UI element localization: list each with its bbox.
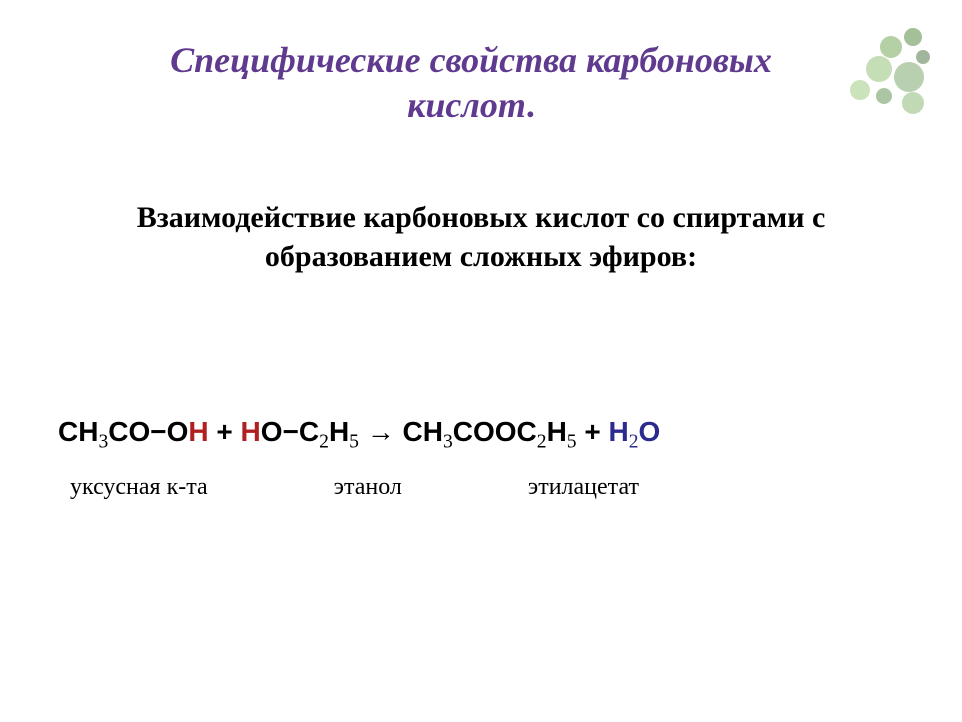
- eq-p03: CO−O: [108, 416, 188, 447]
- slide-title: Специфические свойства карбоновых кислот…: [0, 0, 962, 128]
- eq-p19: H: [609, 416, 629, 447]
- deco-dot: [866, 56, 892, 82]
- label-1: уксусная к-та: [70, 474, 208, 501]
- eq-p12: → CH: [359, 416, 443, 447]
- eq-p17: 5: [567, 432, 577, 453]
- reaction-equation: CH3CO−OH + HO−C2H5 → CH3COOC2H5 + H2O: [0, 416, 962, 448]
- slide: Специфические свойства карбоновых кислот…: [0, 0, 962, 722]
- deco-dot: [916, 50, 930, 64]
- deco-dot: [902, 92, 924, 114]
- eq-p04: H: [188, 416, 208, 447]
- eq-p01: CH: [58, 416, 98, 447]
- eq-p08: −C: [283, 416, 320, 447]
- deco-dot: [876, 88, 892, 104]
- title-line-1: Специфические свойства карбоновых: [170, 40, 772, 80]
- eq-p11: 5: [349, 432, 359, 453]
- deco-dot: [880, 36, 902, 58]
- deco-dot: [850, 80, 870, 100]
- compound-labels: уксусная к-та этанол этилацетат: [0, 474, 962, 501]
- eq-p06: H: [241, 416, 261, 447]
- eq-p05: +: [209, 416, 241, 447]
- eq-p10: H: [329, 416, 349, 447]
- deco-dot: [894, 62, 924, 92]
- eq-p21: O: [639, 416, 661, 447]
- eq-p16: H: [547, 416, 567, 447]
- slide-subtitle: Взаимодействие карбоновых кислот со спир…: [0, 198, 962, 276]
- label-3: этилацетат: [528, 474, 639, 501]
- eq-p02: 3: [98, 432, 108, 453]
- eq-p13: 3: [443, 432, 453, 453]
- eq-p07: O: [261, 416, 283, 447]
- label-2: этанол: [334, 474, 402, 501]
- title-dot: .: [526, 85, 535, 125]
- eq-p09: 2: [319, 432, 329, 453]
- subtitle-line-2: образованием сложных эфиров:: [265, 240, 697, 273]
- subtitle-line-1: Взаимодействие карбоновых кислот со спир…: [137, 201, 826, 234]
- eq-p14: COOC: [453, 416, 537, 447]
- deco-dot: [904, 28, 922, 46]
- eq-p15: 2: [537, 432, 547, 453]
- title-line-2: кислот: [407, 85, 526, 125]
- eq-p18: +: [577, 416, 609, 447]
- decorative-dots: [836, 22, 936, 122]
- eq-p20: 2: [629, 432, 639, 453]
